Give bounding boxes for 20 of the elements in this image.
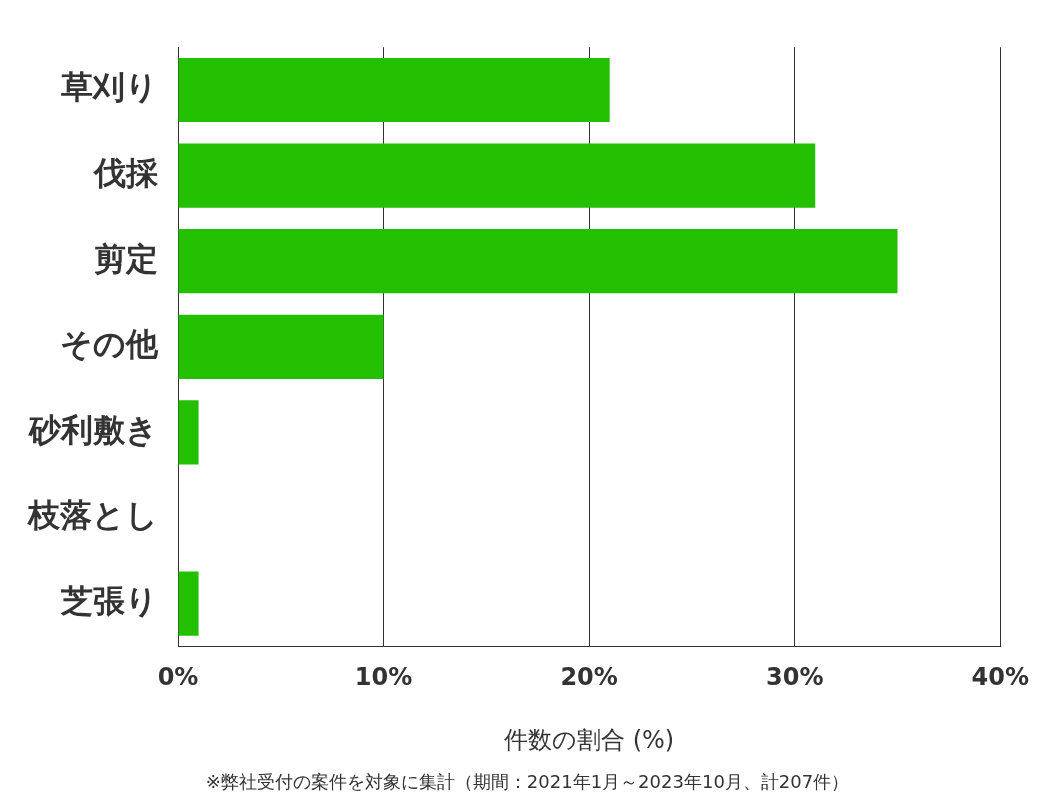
y-tick-label: 枝落とし	[27, 496, 158, 535]
x-tick-label: 20%	[560, 663, 618, 692]
x-tick-label: 0%	[157, 663, 199, 692]
y-tick-label: 砂利敷き	[28, 410, 158, 449]
bar	[178, 229, 898, 294]
y-tick-label: 伐採	[92, 153, 159, 192]
x-tick-label: 40%	[971, 663, 1029, 692]
y-tick-label: 草刈り	[61, 68, 158, 107]
x-axis-title: 件数の割合 (%)	[504, 725, 675, 754]
text: ※弊社受付の案件を対象に集計（期間：2021年1月～2023年10月、計207件）	[204, 770, 851, 794]
bar	[178, 314, 384, 379]
bar	[178, 400, 199, 465]
bar	[178, 571, 199, 636]
y-tick-label: 剪定	[94, 239, 158, 278]
x-tick-label: 10%	[354, 663, 413, 692]
y-tick-label: その他	[60, 325, 159, 364]
y-tick-label: 芝張り	[60, 581, 158, 620]
bar	[178, 57, 610, 123]
bar	[178, 143, 816, 208]
x-tick-label: 30%	[765, 663, 824, 692]
